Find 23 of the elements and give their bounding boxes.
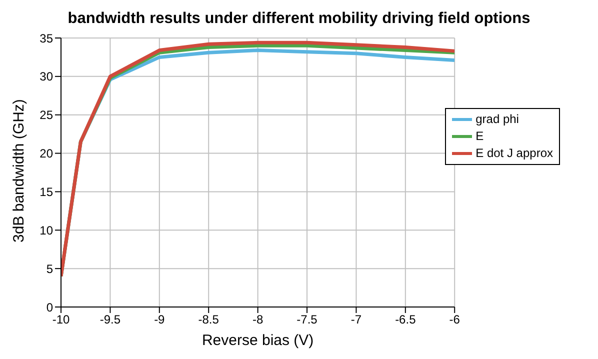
x-tick-label: -8 bbox=[252, 312, 264, 327]
legend-label: E dot J approx bbox=[474, 145, 553, 162]
y-tick-label: 15 bbox=[40, 184, 54, 199]
x-tick-label: -7 bbox=[350, 312, 362, 327]
y-tick-label: 30 bbox=[40, 70, 54, 84]
legend-label: grad phi bbox=[474, 111, 520, 128]
chart-title: bandwidth results under different mobility driving field options bbox=[66, 9, 532, 29]
y-tick-label: 10 bbox=[40, 223, 54, 238]
x-axis-title: Reverse bias (V) bbox=[202, 332, 314, 349]
y-tick-label: 0 bbox=[46, 300, 54, 314]
x-tick-label: -7.5 bbox=[296, 312, 318, 327]
x-tick-label: -8.5 bbox=[198, 312, 220, 327]
y-axis-title: 3dB bandwidth (GHz) bbox=[10, 99, 28, 242]
x-tick-label: -6 bbox=[449, 312, 460, 327]
legend-label: E bbox=[474, 128, 485, 145]
x-tick-label: -9.5 bbox=[100, 312, 121, 327]
x-tick-label: -10 bbox=[52, 312, 70, 327]
y-tick-label: 35 bbox=[40, 31, 54, 46]
y-tick-label: 5 bbox=[46, 262, 54, 276]
x-tick-label: -9 bbox=[154, 312, 166, 327]
x-tick-label: -6.5 bbox=[395, 312, 416, 327]
y-tick-label: 25 bbox=[40, 108, 54, 122]
y-tick-label: 20 bbox=[40, 146, 54, 161]
